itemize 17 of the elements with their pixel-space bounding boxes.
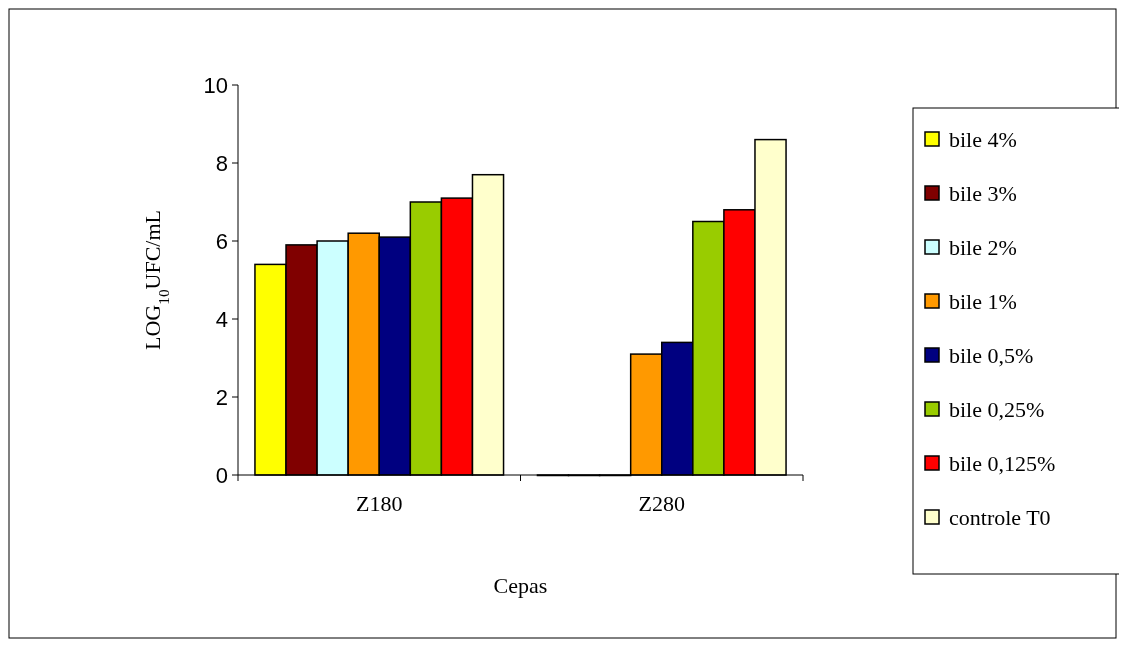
- legend-label: controle T0: [949, 504, 1051, 530]
- legend-label: bile 0,125%: [949, 450, 1056, 476]
- legend-label: bile 0,25%: [949, 396, 1045, 422]
- legend-label: bile 2%: [949, 234, 1017, 260]
- y-tick-label: 6: [215, 228, 228, 254]
- legend-label: bile 1%: [949, 288, 1017, 314]
- y-tick-label: 10: [203, 72, 228, 98]
- legend-label: bile 4%: [949, 126, 1017, 152]
- x-tick-label: Z180: [356, 491, 403, 516]
- y-tick-label: 8: [215, 150, 228, 176]
- x-tick-label: Z280: [638, 491, 685, 516]
- y-tick-label: 0: [215, 462, 228, 488]
- legend-label: bile 0,5%: [949, 342, 1034, 368]
- x-axis-title: Cepas: [493, 573, 548, 598]
- y-tick-label: 4: [215, 306, 228, 332]
- legend-label: bile 3%: [949, 180, 1017, 206]
- y-tick-label: 2: [215, 384, 228, 410]
